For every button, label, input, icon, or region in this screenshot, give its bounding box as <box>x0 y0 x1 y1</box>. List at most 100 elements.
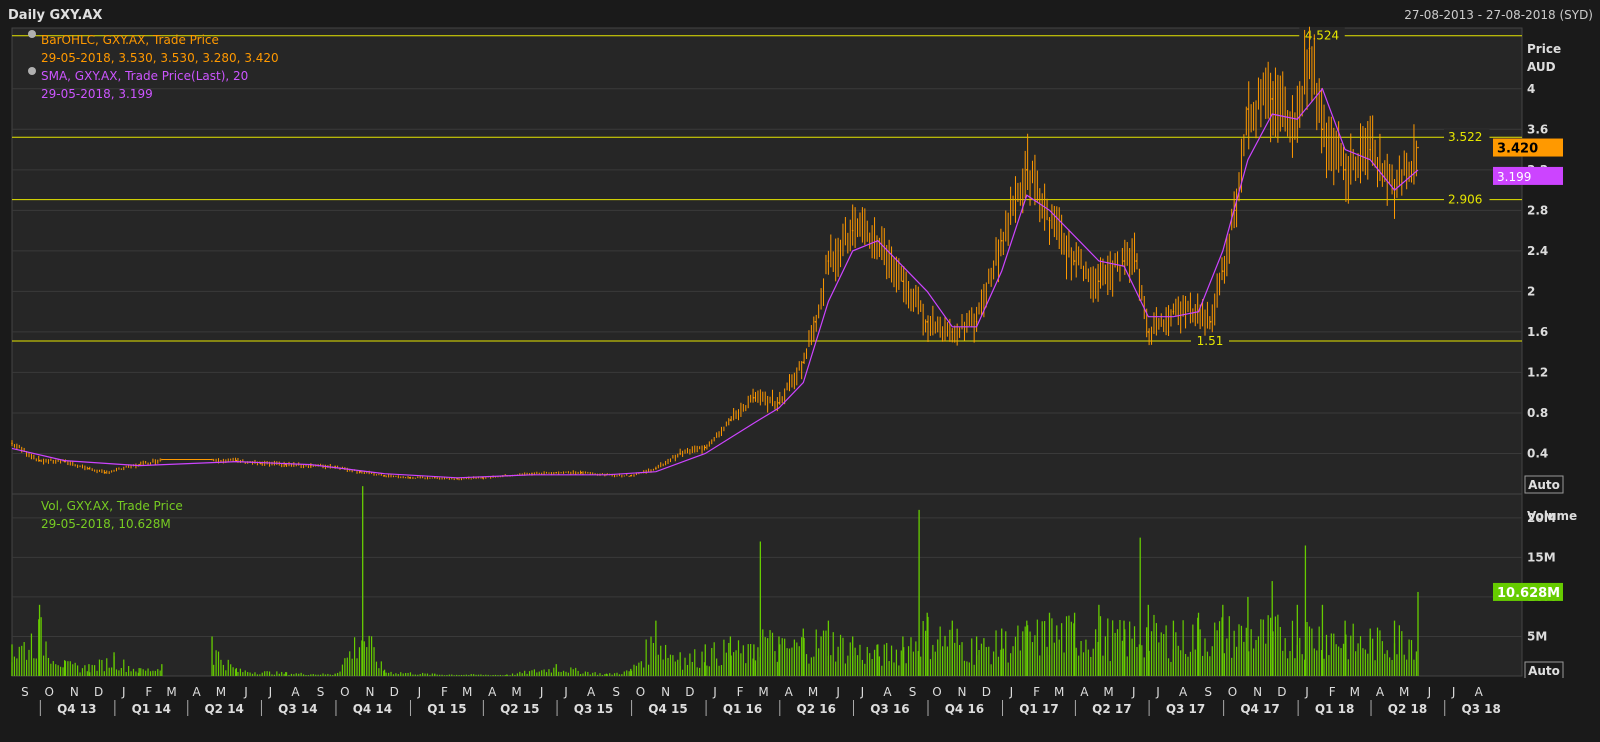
month-label: A <box>587 685 596 699</box>
auto-button-upper[interactable] <box>1524 475 1564 494</box>
volume-tick-label: 20M <box>1527 511 1556 525</box>
price-point <box>802 361 805 364</box>
price-tick-label: 0.8 <box>1527 406 1548 420</box>
month-label: D <box>685 685 694 699</box>
month-label: F <box>145 685 152 699</box>
month-label: J <box>121 685 126 699</box>
chart-title: Daily GXY.AX <box>8 8 102 23</box>
quarter-label: Q1 15 <box>427 702 466 716</box>
month-label: O <box>45 685 54 699</box>
legend-vol-values: 29-05-2018, 10.628M <box>41 517 171 531</box>
month-label: A <box>883 685 892 699</box>
month-label: J <box>563 685 568 699</box>
price-point <box>1000 239 1003 242</box>
legend-dot-ohlc[interactable] <box>28 30 36 38</box>
month-label: J <box>860 685 865 699</box>
price-badges: 3.420 3.199 <box>1493 138 1563 185</box>
month-label: J <box>539 685 544 699</box>
price-point <box>433 476 436 479</box>
price-point <box>1369 148 1372 151</box>
month-label: J <box>417 685 422 699</box>
level-label-bg <box>1191 333 1229 349</box>
month-label: S <box>612 685 620 699</box>
month-label: J <box>268 685 273 699</box>
month-label: O <box>1228 685 1237 699</box>
level-label: 3.522 <box>1448 130 1482 144</box>
volume-badges: 10.628M <box>1493 582 1563 601</box>
legend-ohlc-values: 29-05-2018, 3.530, 3.530, 3.280, 3.420 <box>41 51 279 65</box>
price-point <box>235 459 238 462</box>
month-label: M <box>1350 685 1360 699</box>
price-tick-label: 1.6 <box>1527 325 1548 339</box>
price-point <box>951 331 954 333</box>
month-label: A <box>193 685 202 699</box>
price-point <box>926 320 928 323</box>
legend-sma-title: SMA, GXY.AX, Trade Price(Last), 20 <box>41 69 248 83</box>
legend-ohlc-title: BarOHLC, GXY.AX, Trade Price <box>41 33 219 47</box>
volume-panel[interactable] <box>11 493 1523 677</box>
quarter-label: Q3 17 <box>1166 702 1205 716</box>
auto-button-upper-label: Auto <box>1528 478 1560 492</box>
month-label: M <box>1399 685 1409 699</box>
price-point <box>655 467 657 470</box>
month-label: F <box>441 685 448 699</box>
legend-dot-sma[interactable] <box>28 67 36 75</box>
month-label: N <box>365 685 374 699</box>
quarter-label: Q2 18 <box>1388 702 1427 716</box>
last-volume-badge <box>1493 582 1563 601</box>
month-label: S <box>909 685 917 699</box>
month-label: J <box>712 685 717 699</box>
price-point <box>729 419 732 421</box>
month-label: S <box>317 685 325 699</box>
price-point <box>1417 146 1419 149</box>
quarter-label: Q4 13 <box>57 702 96 716</box>
volume-tick-label: 15M <box>1527 550 1556 564</box>
date-range: 27-08-2013 - 27-08-2018 (SYD) <box>1404 8 1593 22</box>
price-point <box>753 396 755 399</box>
price-point <box>679 452 681 455</box>
price-point <box>161 458 163 461</box>
price-point <box>456 478 459 480</box>
price-tick-label: 2.8 <box>1527 203 1548 217</box>
price-panel[interactable] <box>11 27 1523 495</box>
quarter-label: Q4 17 <box>1240 702 1279 716</box>
month-label: S <box>21 685 29 699</box>
volume-series <box>11 486 1419 676</box>
price-tick-label: 0.4 <box>1527 446 1548 460</box>
price-point <box>902 280 904 283</box>
price-point <box>1222 270 1224 272</box>
level-lines: 4.524 3.522 2.906 1.51 <box>12 27 1522 349</box>
price-point <box>555 471 558 474</box>
level-label-bg <box>1299 27 1345 43</box>
last-sma-badge <box>1493 166 1563 185</box>
price-tick-label: 4 <box>1527 82 1535 96</box>
price-ticks: 0.40.81.21.622.42.83.23.64 <box>1527 82 1548 461</box>
price-point <box>827 260 830 262</box>
price-point <box>1026 169 1028 171</box>
month-label: J <box>1009 685 1014 699</box>
month-label: N <box>958 685 967 699</box>
price-point <box>1048 219 1051 222</box>
month-label: J <box>1155 685 1160 699</box>
sma-line <box>11 87 1419 479</box>
price-point <box>580 471 583 474</box>
month-label: D <box>94 685 103 699</box>
price-point <box>1247 108 1249 110</box>
auto-button-lower-label: Auto <box>1528 664 1560 678</box>
price-tick-label: 3.6 <box>1527 122 1548 136</box>
price-tick-label: 2 <box>1527 284 1535 298</box>
volume-tick-label: 5M <box>1527 629 1547 643</box>
month-label: O <box>340 685 349 699</box>
month-label: A <box>1475 685 1484 699</box>
last-price-badge <box>1493 138 1563 157</box>
month-label: O <box>932 685 941 699</box>
month-label: J <box>835 685 840 699</box>
month-label: D <box>390 685 399 699</box>
price-point <box>1098 280 1100 283</box>
month-label: J <box>243 685 248 699</box>
price-point <box>1344 169 1346 171</box>
quarter-label: Q4 16 <box>945 702 984 716</box>
price-point <box>1147 331 1150 333</box>
